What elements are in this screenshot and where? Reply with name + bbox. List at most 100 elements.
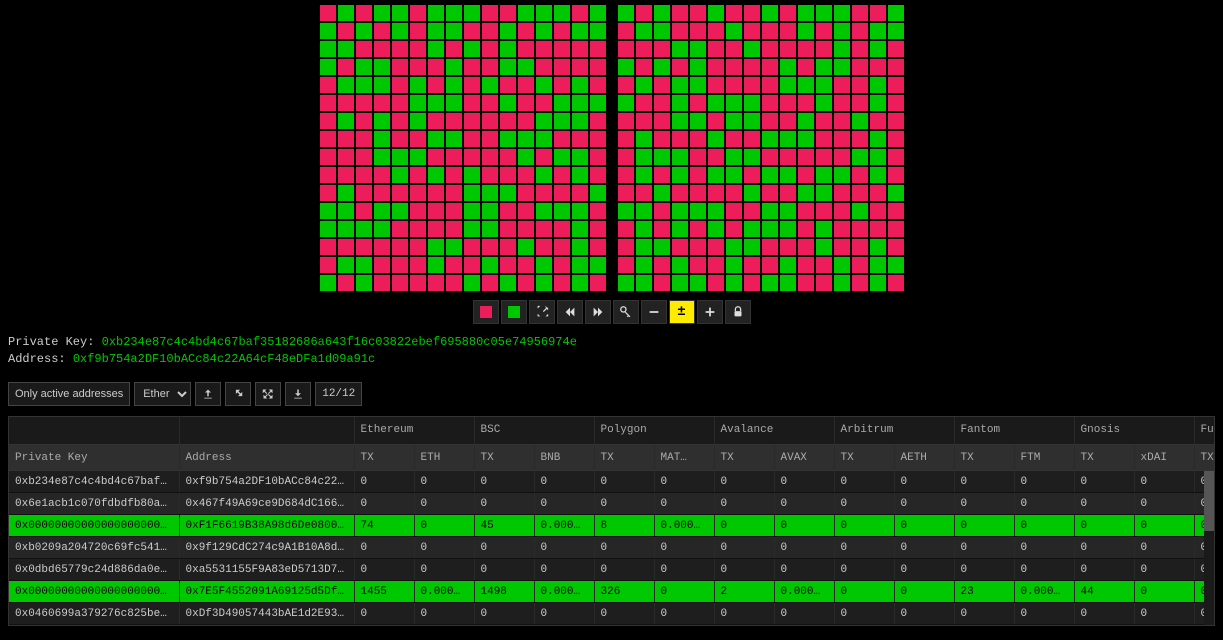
bit-cell[interactable]	[481, 274, 499, 292]
bit-cell[interactable]	[833, 130, 851, 148]
bit-cell[interactable]	[761, 166, 779, 184]
bit-cell[interactable]	[707, 220, 725, 238]
bit-cell[interactable]	[635, 40, 653, 58]
bit-cell[interactable]	[653, 40, 671, 58]
bit-cell[interactable]	[761, 4, 779, 22]
bit-cell[interactable]	[373, 238, 391, 256]
bit-cell[interactable]	[463, 112, 481, 130]
bit-cell[interactable]	[833, 148, 851, 166]
bit-cell[interactable]	[851, 4, 869, 22]
bit-cell[interactable]	[337, 166, 355, 184]
plus-minus-button[interactable]: ±	[669, 300, 695, 324]
bit-cell[interactable]	[445, 274, 463, 292]
column-header[interactable]: TX	[594, 445, 654, 471]
bit-cell[interactable]	[337, 40, 355, 58]
bit-cell[interactable]	[797, 4, 815, 22]
bit-cell[interactable]	[671, 94, 689, 112]
bit-cell[interactable]	[319, 94, 337, 112]
bit-grid-left[interactable]	[319, 4, 607, 292]
bit-cell[interactable]	[445, 238, 463, 256]
bit-cell[interactable]	[851, 148, 869, 166]
bit-cell[interactable]	[535, 130, 553, 148]
bit-cell[interactable]	[887, 202, 905, 220]
bit-cell[interactable]	[779, 58, 797, 76]
bit-cell[interactable]	[373, 256, 391, 274]
bit-cell[interactable]	[617, 274, 635, 292]
bit-cell[interactable]	[373, 58, 391, 76]
bit-cell[interactable]	[743, 76, 761, 94]
bit-cell[interactable]	[409, 22, 427, 40]
bit-cell[interactable]	[571, 22, 589, 40]
bit-cell[interactable]	[445, 202, 463, 220]
bit-cell[interactable]	[671, 238, 689, 256]
bit-cell[interactable]	[391, 58, 409, 76]
bit-cell[interactable]	[797, 202, 815, 220]
column-header[interactable]: TX	[1074, 445, 1134, 471]
bit-cell[interactable]	[553, 202, 571, 220]
bit-cell[interactable]	[553, 220, 571, 238]
bit-cell[interactable]	[427, 220, 445, 238]
bit-cell[interactable]	[851, 40, 869, 58]
bit-cell[interactable]	[869, 40, 887, 58]
bit-cell[interactable]	[779, 40, 797, 58]
bit-cell[interactable]	[409, 112, 427, 130]
bit-cell[interactable]	[373, 166, 391, 184]
bit-cell[interactable]	[409, 58, 427, 76]
bit-cell[interactable]	[617, 130, 635, 148]
bit-cell[interactable]	[761, 94, 779, 112]
bit-cell[interactable]	[815, 184, 833, 202]
bit-cell[interactable]	[337, 22, 355, 40]
bit-cell[interactable]	[373, 274, 391, 292]
bit-cell[interactable]	[481, 130, 499, 148]
bit-cell[interactable]	[463, 274, 481, 292]
bit-cell[interactable]	[689, 274, 707, 292]
bit-cell[interactable]	[617, 94, 635, 112]
bit-cell[interactable]	[761, 58, 779, 76]
bit-cell[interactable]	[517, 94, 535, 112]
bit-cell[interactable]	[815, 112, 833, 130]
bit-cell[interactable]	[553, 58, 571, 76]
bit-cell[interactable]	[589, 94, 607, 112]
bit-cell[interactable]	[463, 166, 481, 184]
column-header[interactable]: MAT…	[654, 445, 714, 471]
bit-cell[interactable]	[589, 58, 607, 76]
bit-cell[interactable]	[833, 274, 851, 292]
table-scrollbar[interactable]	[1204, 471, 1214, 626]
bit-cell[interactable]	[517, 130, 535, 148]
bit-cell[interactable]	[815, 58, 833, 76]
bit-cell[interactable]	[869, 148, 887, 166]
bit-cell[interactable]	[355, 148, 373, 166]
bit-cell[interactable]	[409, 274, 427, 292]
bit-cell[interactable]	[869, 238, 887, 256]
bit-cell[interactable]	[617, 184, 635, 202]
bit-cell[interactable]	[761, 274, 779, 292]
bit-cell[interactable]	[589, 40, 607, 58]
bit-cell[interactable]	[499, 220, 517, 238]
bit-cell[interactable]	[743, 4, 761, 22]
bit-cell[interactable]	[463, 94, 481, 112]
bit-cell[interactable]	[373, 40, 391, 58]
bit-cell[interactable]	[553, 148, 571, 166]
bit-cell[interactable]	[499, 274, 517, 292]
bit-cell[interactable]	[617, 76, 635, 94]
bit-cell[interactable]	[833, 238, 851, 256]
bit-cell[interactable]	[653, 274, 671, 292]
bit-cell[interactable]	[797, 274, 815, 292]
bit-cell[interactable]	[445, 166, 463, 184]
bit-cell[interactable]	[481, 148, 499, 166]
bit-cell[interactable]	[517, 220, 535, 238]
bit-cell[interactable]	[653, 238, 671, 256]
bit-cell[interactable]	[337, 4, 355, 22]
bit-cell[interactable]	[445, 94, 463, 112]
bit-cell[interactable]	[427, 256, 445, 274]
bit-cell[interactable]	[887, 4, 905, 22]
bit-cell[interactable]	[355, 220, 373, 238]
bit-cell[interactable]	[779, 94, 797, 112]
bit-cell[interactable]	[499, 202, 517, 220]
bit-cell[interactable]	[409, 220, 427, 238]
bit-cell[interactable]	[671, 202, 689, 220]
bit-cell[interactable]	[337, 256, 355, 274]
bit-cell[interactable]	[887, 112, 905, 130]
bit-cell[interactable]	[427, 238, 445, 256]
bit-cell[interactable]	[851, 94, 869, 112]
